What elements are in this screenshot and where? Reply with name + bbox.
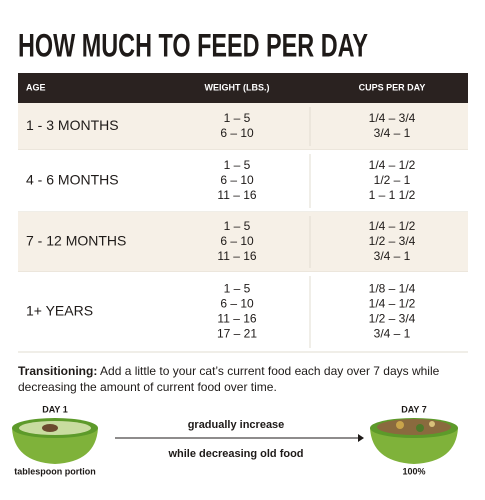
- cups-cell: 1/4 – 1/2: [369, 297, 416, 311]
- day1-caption: tablespoon portion: [14, 466, 96, 476]
- table-header: AGE: [26, 82, 46, 92]
- table-row-bg: [18, 150, 468, 212]
- arrow-head: [358, 434, 364, 442]
- cups-cell: 1 – 1 1/2: [369, 188, 416, 202]
- weights-cell: 1 – 5: [224, 219, 251, 233]
- table-header: WEIGHT (LBS.): [205, 82, 270, 92]
- day1-label: DAY 1: [42, 404, 68, 414]
- weights-cell: 1 – 5: [224, 282, 251, 296]
- transition-line: decreasing the amount of current food ov…: [18, 380, 277, 394]
- feeding-table: AGE WEIGHT (LBS.) CUPS PER DAY 1 - 3 MONTHS…: [18, 73, 468, 353]
- age-cell: 1+ YEARS: [26, 303, 93, 319]
- cups-cell: 1/4 – 1/2: [369, 219, 416, 233]
- cups-cell: 1/4 – 3/4: [369, 111, 416, 125]
- weights-cell: 11 – 16: [217, 249, 256, 263]
- table-header-bg: [18, 73, 468, 103]
- cups-cell: 3/4 – 1: [374, 327, 411, 341]
- cups-cell: 1/4 – 1/2: [369, 158, 416, 172]
- weights-cell: 17 – 21: [217, 327, 257, 341]
- weights-cell: 6 – 10: [220, 234, 254, 248]
- transition-label: Transitioning:: [18, 364, 97, 378]
- age-cell: 7 - 12 MONTHS: [26, 233, 126, 249]
- bowl-day1: [12, 418, 98, 464]
- arrow-bottom: while decreasing old food: [167, 448, 303, 460]
- age-cell: 1 - 3 MONTHS: [26, 117, 119, 133]
- table-row-bg: [18, 272, 468, 352]
- cups-cell: 1/2 – 3/4: [369, 234, 416, 248]
- day7-label: DAY 7: [401, 404, 427, 414]
- table-row-bg: [18, 212, 468, 272]
- table-header: CUPS PER DAY: [359, 82, 426, 92]
- age-cell: 4 - 6 MONTHS: [26, 172, 119, 188]
- day7-caption: 100%: [402, 466, 425, 476]
- table-row-bg: [18, 103, 468, 150]
- cups-cell: 1/2 – 3/4: [369, 312, 416, 326]
- title: HOW MUCH TO FEED PER DAY: [18, 27, 368, 63]
- weights-cell: 6 – 10: [220, 173, 254, 187]
- bowl-day7: [370, 418, 458, 464]
- transition-line: Add a little to your cat’s current food …: [100, 364, 440, 378]
- cups-cell: 3/4 – 1: [374, 126, 411, 140]
- weights-cell: 6 – 10: [220, 126, 254, 140]
- weights-cell: 11 – 16: [217, 312, 256, 326]
- weights-cell: 1 – 5: [224, 158, 251, 172]
- weights-cell: 6 – 10: [220, 297, 254, 311]
- cups-cell: 1/2 – 1: [374, 173, 411, 187]
- transition-text: Transitioning: Add a little to your cat’…: [18, 364, 440, 378]
- cups-cell: 1/8 – 1/4: [369, 282, 416, 296]
- weights-cell: 11 – 16: [217, 188, 256, 202]
- arrow-top: gradually increase: [188, 419, 285, 431]
- weights-cell: 1 – 5: [224, 111, 251, 125]
- cups-cell: 3/4 – 1: [374, 249, 411, 263]
